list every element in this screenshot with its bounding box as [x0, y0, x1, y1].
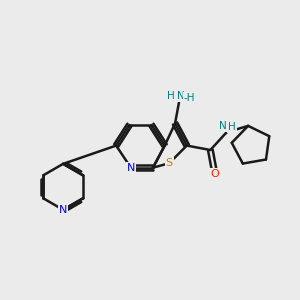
- Text: O: O: [210, 169, 219, 178]
- Text: H: H: [228, 122, 236, 132]
- Text: -H: -H: [184, 93, 196, 103]
- Text: N: N: [219, 121, 227, 131]
- Text: N: N: [59, 205, 67, 215]
- Text: S: S: [166, 158, 173, 168]
- Text: H: H: [167, 91, 175, 100]
- Text: N: N: [127, 163, 135, 173]
- Text: N: N: [177, 92, 185, 101]
